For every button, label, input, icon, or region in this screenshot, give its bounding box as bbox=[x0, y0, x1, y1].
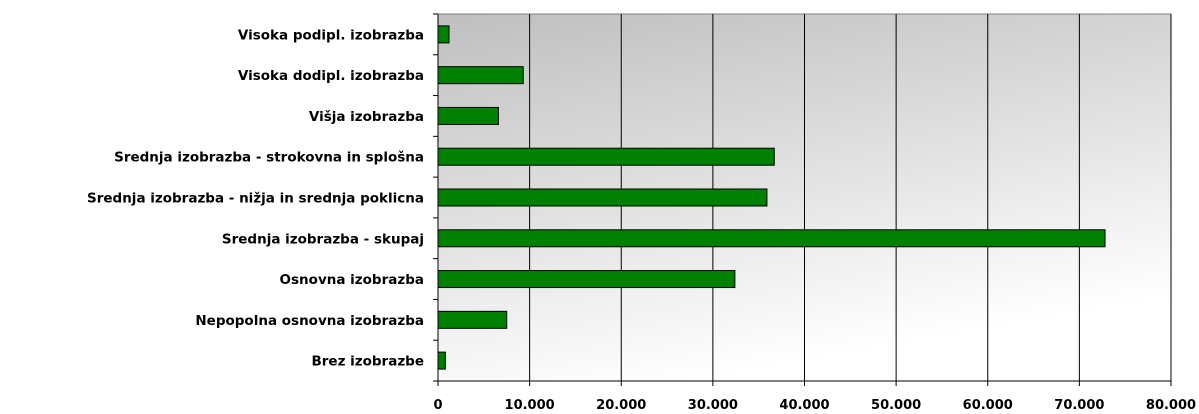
x-tick-label: 40.000 bbox=[779, 398, 829, 413]
bar bbox=[437, 229, 1106, 248]
bar bbox=[437, 106, 499, 125]
category-label: Osnovna izobrazba bbox=[280, 272, 424, 288]
x-tick-label: 30.000 bbox=[688, 398, 738, 413]
bar bbox=[437, 351, 446, 370]
x-tick-label: 20.000 bbox=[596, 398, 646, 413]
category-labels: Visoka podipl. izobrazba Visoka dodipl. i… bbox=[87, 13, 438, 382]
category-label: Visoka podipl. izobrazba bbox=[238, 27, 424, 43]
category-label: Višja izobrazba bbox=[309, 109, 424, 125]
x-tick-label: 0 bbox=[433, 398, 442, 413]
x-tick-label: 60.000 bbox=[963, 398, 1013, 413]
category-label: Srednja izobrazba - nižja in srednja pok… bbox=[87, 191, 424, 207]
category-label: Visoka dodipl. izobrazba bbox=[238, 68, 424, 84]
category-label: Brez izobrazbe bbox=[311, 354, 424, 370]
category-label: Srednja izobrazba - strokovna in splošna bbox=[114, 150, 424, 166]
x-tick-label: 10.000 bbox=[505, 398, 555, 413]
bars bbox=[437, 25, 1106, 370]
category-label: Nepopolna osnovna izobrazba bbox=[195, 313, 424, 329]
gridlines bbox=[529, 14, 1172, 381]
bar bbox=[437, 270, 736, 289]
bar bbox=[437, 310, 508, 329]
x-tick-label: 80.000 bbox=[1146, 398, 1196, 413]
bar bbox=[437, 147, 775, 166]
bar bbox=[437, 66, 524, 85]
x-tick-label: 70.000 bbox=[1054, 398, 1104, 413]
category-label: Srednja izobrazba - skupaj bbox=[222, 231, 424, 247]
bar bbox=[437, 188, 768, 207]
x-tick-labels: 0 10.000 20.000 30.000 40.000 50.000 60.000 70.… bbox=[433, 381, 1196, 413]
x-tick-label: 50.000 bbox=[871, 398, 921, 413]
bar bbox=[437, 25, 450, 44]
